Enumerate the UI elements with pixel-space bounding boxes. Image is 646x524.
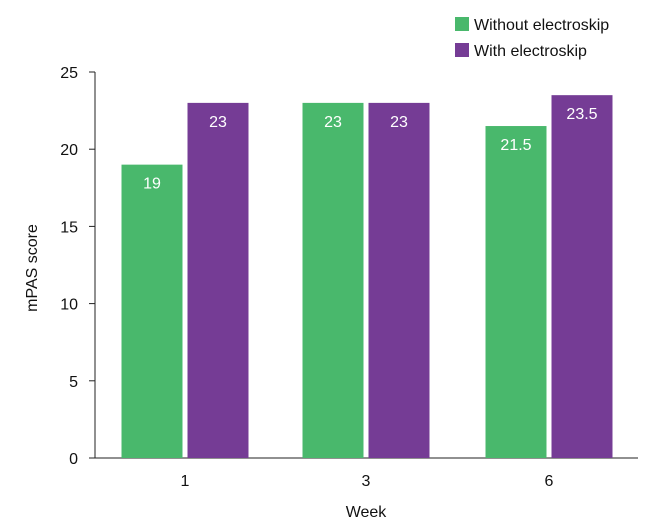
- x-axis-title: Week: [346, 504, 388, 521]
- data-labels: 19 23 21.5 23 23 23.5: [143, 106, 598, 192]
- bar-without-electroskip: [302, 102, 364, 458]
- bar-value-label: 19: [143, 176, 161, 193]
- x-tick-label: 3: [362, 473, 371, 490]
- bar-with-electroskip: [551, 95, 613, 458]
- y-tick-label: 0: [69, 451, 78, 468]
- bar-value-label: 23.5: [566, 106, 597, 123]
- y-tick-label: 5: [69, 374, 78, 391]
- y-axis-title: mPAS score: [24, 224, 41, 312]
- bar-value-label: 21.5: [500, 137, 531, 154]
- bar-value-label: 23: [324, 114, 342, 131]
- bar-with-electroskip: [187, 102, 249, 458]
- axes: 0 5 10 15 20 25 1 3 6: [60, 65, 638, 490]
- x-tick-label: 1: [181, 473, 190, 490]
- y-tick-label: 25: [60, 65, 78, 82]
- x-tick-label: 6: [545, 473, 554, 490]
- y-tick-label: 15: [60, 219, 78, 236]
- bar-without-electroskip: [485, 126, 547, 458]
- bar-value-label: 23: [390, 114, 408, 131]
- y-tick-label: 10: [60, 297, 78, 314]
- legend-label-without-electroskip: Without electroskip: [474, 17, 609, 34]
- bar-without-electroskip: [121, 164, 183, 458]
- legend-swatch-with-electroskip: [455, 43, 469, 57]
- legend: Without electroskip With electroskip: [455, 17, 609, 60]
- bar-with-electroskip: [368, 102, 430, 458]
- bar-value-label: 23: [209, 114, 227, 131]
- legend-label-with-electroskip: With electroskip: [474, 43, 587, 60]
- y-tick-label: 20: [60, 142, 78, 159]
- bars: [121, 95, 613, 458]
- legend-swatch-without-electroskip: [455, 17, 469, 31]
